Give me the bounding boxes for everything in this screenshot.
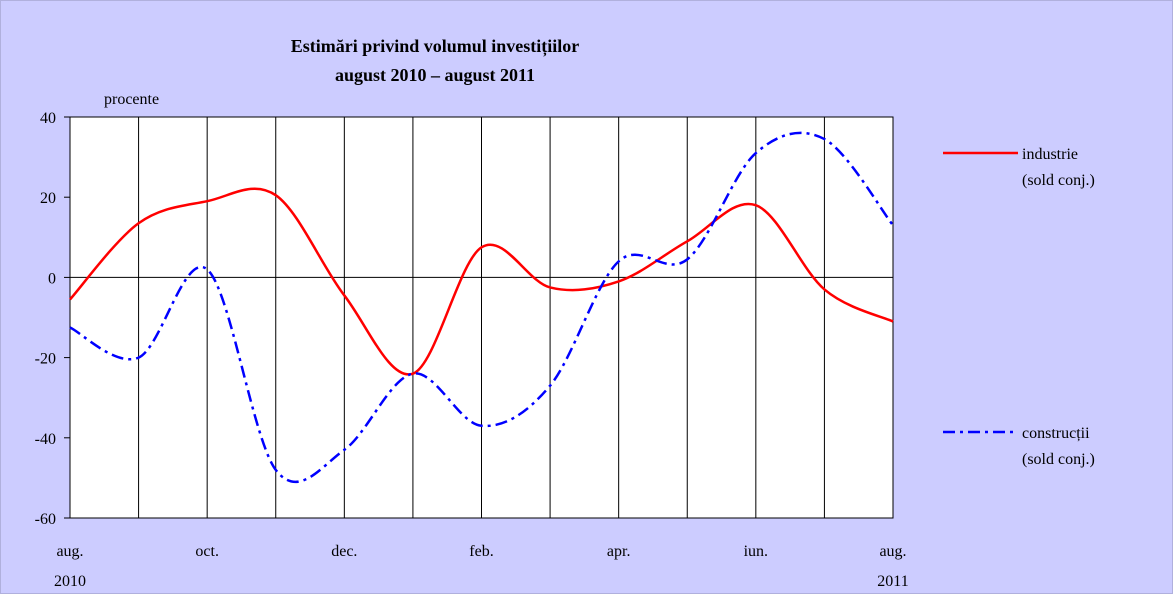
x-tick-label: feb.: [469, 543, 493, 560]
legend-label: industrie (sold conj.): [1022, 146, 1095, 189]
x-tick-label: oct.: [195, 543, 219, 560]
y-tick-label: 40: [40, 110, 56, 127]
legend-label: construcții (sold conj.): [1022, 425, 1095, 468]
x-tick-label: apr.: [607, 543, 631, 560]
y-tick-label: -60: [35, 511, 56, 528]
y-tick-label: 20: [40, 190, 56, 207]
series-line: [69, 187, 894, 376]
chart-subtitle: august 2010 – august 2011: [335, 65, 535, 85]
x-tick-label: iun.: [744, 543, 768, 560]
x-tick-label: dec.: [331, 543, 357, 560]
x-tick-label: aug. 2010: [54, 543, 86, 590]
y-tick-label: 0: [48, 270, 56, 287]
x-tick-label: aug. 2011: [877, 543, 908, 590]
series-line: [69, 131, 894, 484]
y-tick-label: -40: [35, 431, 56, 448]
y-tick-label: -20: [35, 351, 56, 368]
chart-title: Estimări privind volumul investițiilor: [291, 36, 580, 57]
y-axis-label: procente: [104, 91, 159, 108]
